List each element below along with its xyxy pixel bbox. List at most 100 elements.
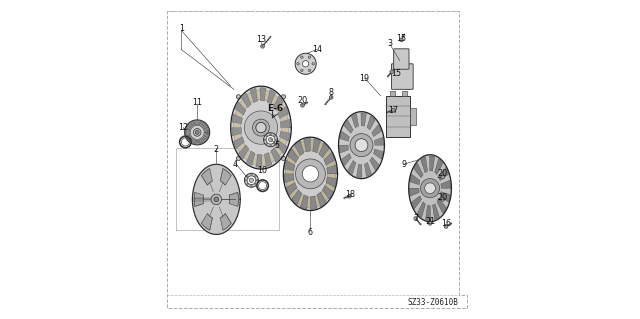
Text: 8: 8 — [329, 88, 333, 97]
Polygon shape — [339, 145, 349, 153]
Polygon shape — [280, 131, 290, 141]
Circle shape — [301, 56, 303, 58]
Polygon shape — [364, 162, 371, 176]
Polygon shape — [271, 148, 280, 162]
Text: 20: 20 — [298, 96, 307, 105]
Polygon shape — [234, 133, 242, 140]
Polygon shape — [239, 145, 249, 159]
Polygon shape — [267, 90, 276, 104]
Polygon shape — [374, 137, 383, 145]
Text: 7: 7 — [413, 214, 419, 223]
Circle shape — [441, 197, 445, 201]
Circle shape — [444, 225, 448, 228]
Polygon shape — [276, 103, 284, 113]
Polygon shape — [229, 192, 238, 206]
Circle shape — [392, 108, 396, 112]
Polygon shape — [372, 124, 381, 137]
Polygon shape — [435, 159, 443, 174]
Circle shape — [266, 135, 275, 144]
Polygon shape — [321, 190, 328, 201]
Polygon shape — [195, 192, 204, 206]
Circle shape — [420, 179, 440, 198]
Polygon shape — [264, 152, 272, 167]
Text: 6: 6 — [308, 228, 313, 237]
Polygon shape — [284, 160, 295, 171]
Polygon shape — [232, 114, 243, 124]
Polygon shape — [440, 192, 450, 202]
Polygon shape — [325, 183, 333, 191]
Circle shape — [295, 53, 316, 74]
Circle shape — [355, 139, 368, 152]
Polygon shape — [342, 153, 351, 166]
Polygon shape — [252, 154, 257, 165]
Circle shape — [303, 61, 309, 67]
Circle shape — [264, 139, 266, 141]
Circle shape — [350, 134, 373, 157]
Polygon shape — [412, 196, 422, 209]
Polygon shape — [279, 137, 287, 145]
Text: 17: 17 — [388, 106, 399, 115]
Polygon shape — [292, 190, 302, 204]
Polygon shape — [351, 114, 358, 128]
FancyBboxPatch shape — [392, 64, 413, 89]
Text: 5: 5 — [275, 141, 280, 150]
Polygon shape — [220, 214, 231, 230]
Polygon shape — [260, 88, 266, 101]
Polygon shape — [409, 155, 451, 222]
Polygon shape — [356, 164, 362, 177]
Polygon shape — [273, 96, 284, 110]
Polygon shape — [328, 174, 335, 179]
Polygon shape — [301, 141, 306, 152]
Polygon shape — [307, 197, 310, 208]
Circle shape — [251, 174, 252, 175]
Circle shape — [414, 217, 418, 220]
Circle shape — [211, 194, 221, 205]
Polygon shape — [275, 146, 282, 156]
Polygon shape — [256, 90, 260, 100]
Polygon shape — [310, 140, 314, 151]
Bar — [390, 91, 394, 96]
Polygon shape — [437, 199, 446, 213]
Polygon shape — [315, 196, 320, 207]
Polygon shape — [323, 150, 330, 160]
Circle shape — [256, 122, 266, 133]
Text: 3: 3 — [388, 39, 393, 48]
Circle shape — [193, 129, 201, 136]
Polygon shape — [240, 100, 247, 109]
Polygon shape — [262, 155, 266, 165]
Polygon shape — [438, 167, 449, 181]
Polygon shape — [193, 164, 240, 234]
Circle shape — [255, 175, 256, 177]
Circle shape — [308, 56, 310, 58]
Circle shape — [399, 38, 403, 42]
Polygon shape — [232, 128, 242, 136]
Polygon shape — [280, 119, 290, 128]
Polygon shape — [269, 152, 275, 163]
Polygon shape — [310, 196, 317, 210]
Circle shape — [256, 179, 258, 181]
Polygon shape — [413, 163, 423, 178]
Polygon shape — [326, 177, 337, 188]
Polygon shape — [284, 137, 337, 211]
Polygon shape — [317, 192, 326, 207]
FancyBboxPatch shape — [394, 49, 409, 69]
Polygon shape — [294, 141, 304, 156]
Polygon shape — [410, 188, 419, 196]
Circle shape — [244, 173, 259, 187]
Polygon shape — [276, 140, 287, 153]
Circle shape — [428, 221, 432, 225]
Circle shape — [268, 137, 273, 142]
Text: E-6: E-6 — [268, 104, 284, 113]
Text: 4: 4 — [233, 160, 238, 169]
Polygon shape — [344, 120, 353, 133]
Polygon shape — [271, 95, 278, 105]
Polygon shape — [319, 143, 329, 158]
Circle shape — [269, 133, 271, 135]
Circle shape — [308, 69, 310, 72]
Text: SZ33-Z0610B: SZ33-Z0610B — [408, 298, 459, 307]
Circle shape — [297, 63, 300, 65]
Polygon shape — [278, 107, 289, 118]
Polygon shape — [284, 174, 294, 183]
Bar — [386, 96, 410, 137]
Text: 15: 15 — [396, 34, 406, 43]
